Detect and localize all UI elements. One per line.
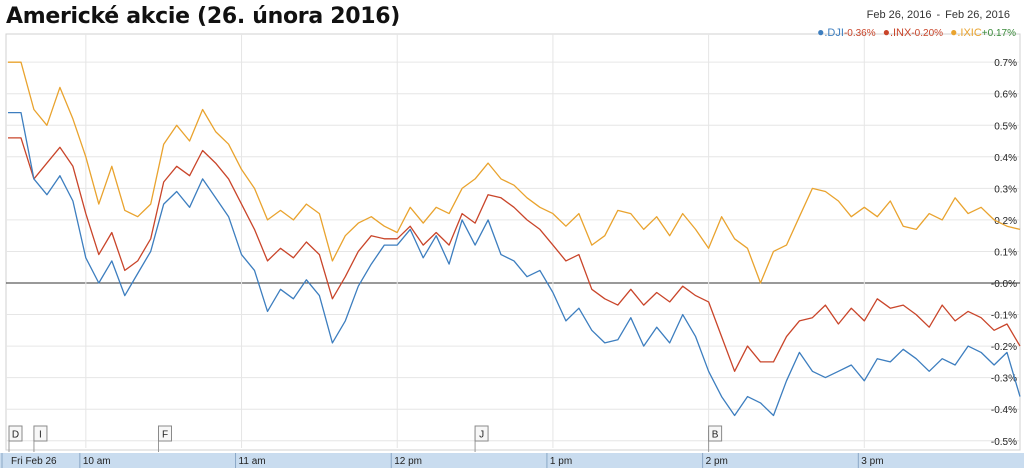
- x-tick-label: 10 am: [83, 456, 111, 467]
- x-tick-label: 12 pm: [394, 456, 422, 467]
- series-lines: [8, 61, 1021, 417]
- legend-change: -0.36%: [843, 28, 876, 39]
- legend-symbol: .INX: [889, 27, 912, 39]
- date-range: Feb 26, 2016- Feb 26, 2016: [867, 9, 1010, 21]
- inx-dot-icon: ●: [882, 25, 890, 39]
- legend-item-inx[interactable]: ●.INX-0.20%: [882, 25, 944, 39]
- y-tick-label: -0.5%: [991, 437, 1017, 448]
- event-marker-b[interactable]: B: [708, 425, 723, 452]
- page-title: Americké akcie (26. února 2016): [6, 4, 401, 29]
- legend-change: -0.20%: [911, 28, 944, 39]
- date-to[interactable]: Feb 26, 2016: [945, 9, 1010, 21]
- event-marker-j[interactable]: J: [474, 425, 489, 452]
- plot-frame: [5, 33, 1021, 451]
- y-tick-label: 0.2%: [994, 216, 1017, 227]
- marker-box: [474, 425, 489, 442]
- ixic-dot-icon: ●: [950, 25, 958, 39]
- y-tick-label: 0.3%: [994, 184, 1017, 195]
- series-line-ixic: [8, 61, 1021, 284]
- grid: [5, 33, 1021, 451]
- y-tick-label: 0.1%: [994, 247, 1017, 258]
- marker-box: [33, 425, 48, 442]
- marker-letter: J: [479, 430, 484, 441]
- x-tick-label: 1 pm: [550, 456, 572, 467]
- y-tick-label: 0.6%: [994, 90, 1017, 101]
- event-marker-i[interactable]: I: [33, 425, 48, 452]
- time-bar-background: [0, 453, 1024, 468]
- y-tick-label: -0.2%: [991, 342, 1017, 353]
- legend-item-dji[interactable]: ●.DJI-0.36%: [817, 25, 876, 39]
- series-line-dji: [8, 111, 1021, 417]
- legend-change: +0.17%: [981, 28, 1016, 39]
- dji-dot-icon: ●: [817, 25, 825, 39]
- y-tick-label: -0.3%: [991, 374, 1017, 385]
- marker-box: [8, 425, 23, 442]
- y-tick-label: 0.4%: [994, 153, 1017, 164]
- x-tick-label: 2 pm: [706, 456, 728, 467]
- x-tick-label: Fri Feb 26: [11, 456, 57, 467]
- marker-letter: F: [162, 430, 168, 441]
- legend-item-ixic[interactable]: ●.IXIC+0.17%: [950, 25, 1016, 39]
- legend-symbol: .DJI: [824, 27, 844, 39]
- y-tick-label: 0.7%: [994, 58, 1017, 69]
- x-tick-label: 11 am: [239, 456, 266, 467]
- y-tick-label: -0.4%: [991, 405, 1017, 416]
- marker-box: [708, 425, 723, 442]
- x-tick-label: 3 pm: [861, 456, 883, 467]
- time-axis-bar: Fri Feb 26 10 am 11 am 12 pm 1 pm 2 pm 3 pm: [0, 453, 1024, 468]
- event-marker-f[interactable]: F: [158, 425, 173, 452]
- marker-letter: I: [39, 430, 42, 441]
- marker-letter: B: [712, 430, 719, 441]
- date-separator: -: [936, 9, 941, 21]
- y-tick-label: -0.1%: [991, 311, 1017, 322]
- series-line-inx: [8, 137, 1021, 372]
- legend-symbol: .IXIC: [957, 27, 982, 39]
- legend: ●.DJI-0.36% ●.INX-0.20% ●.IXIC+0.17%: [813, 25, 1016, 39]
- marker-box: [158, 425, 173, 442]
- y-axis: 0.7% 0.6% 0.5% 0.4% 0.3% 0.2% 0.1% -0.0% -0.1% -0…: [991, 58, 1017, 448]
- y-tick-label: -0.0%: [991, 279, 1017, 290]
- event-marker-d[interactable]: D: [8, 425, 23, 452]
- y-tick-label: 0.5%: [994, 121, 1017, 132]
- date-from[interactable]: Feb 26, 2016: [866, 9, 932, 21]
- marker-letter: D: [12, 430, 19, 441]
